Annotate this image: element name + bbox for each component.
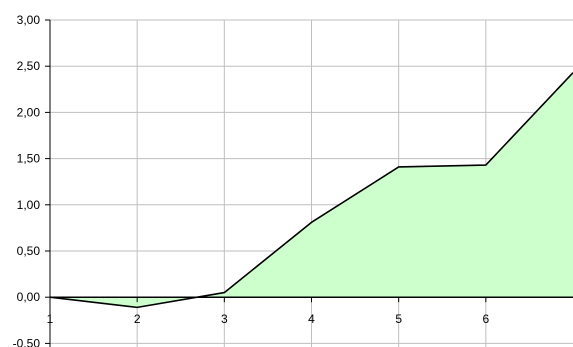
x-tick-label: 1 xyxy=(47,312,54,326)
y-tick-label: 1,50 xyxy=(17,152,41,166)
axes xyxy=(45,19,573,347)
y-tick-label: -0,50 xyxy=(13,336,41,347)
x-tick-label: 4 xyxy=(308,312,315,326)
x-tick-label: 2 xyxy=(134,312,141,326)
x-tick-labels: 1 2 3 4 5 6 xyxy=(47,312,490,326)
y-tick-label: 2,00 xyxy=(17,105,41,119)
y-tick-label: 0,00 xyxy=(17,290,41,304)
x-tick-label: 6 xyxy=(482,312,489,326)
y-tick-label: 3,00 xyxy=(17,13,41,27)
x-tick-label: 3 xyxy=(221,312,228,326)
y-tick-labels: 3,00 2,50 2,00 1,50 1,00 0,50 0,00 -0,50 xyxy=(13,13,41,347)
area-fill xyxy=(50,72,573,308)
x-tick-label: 5 xyxy=(395,312,402,326)
y-tick-label: 2,50 xyxy=(17,59,41,73)
y-tick-label: 1,00 xyxy=(17,198,41,212)
y-tick-label: 0,50 xyxy=(17,244,41,258)
